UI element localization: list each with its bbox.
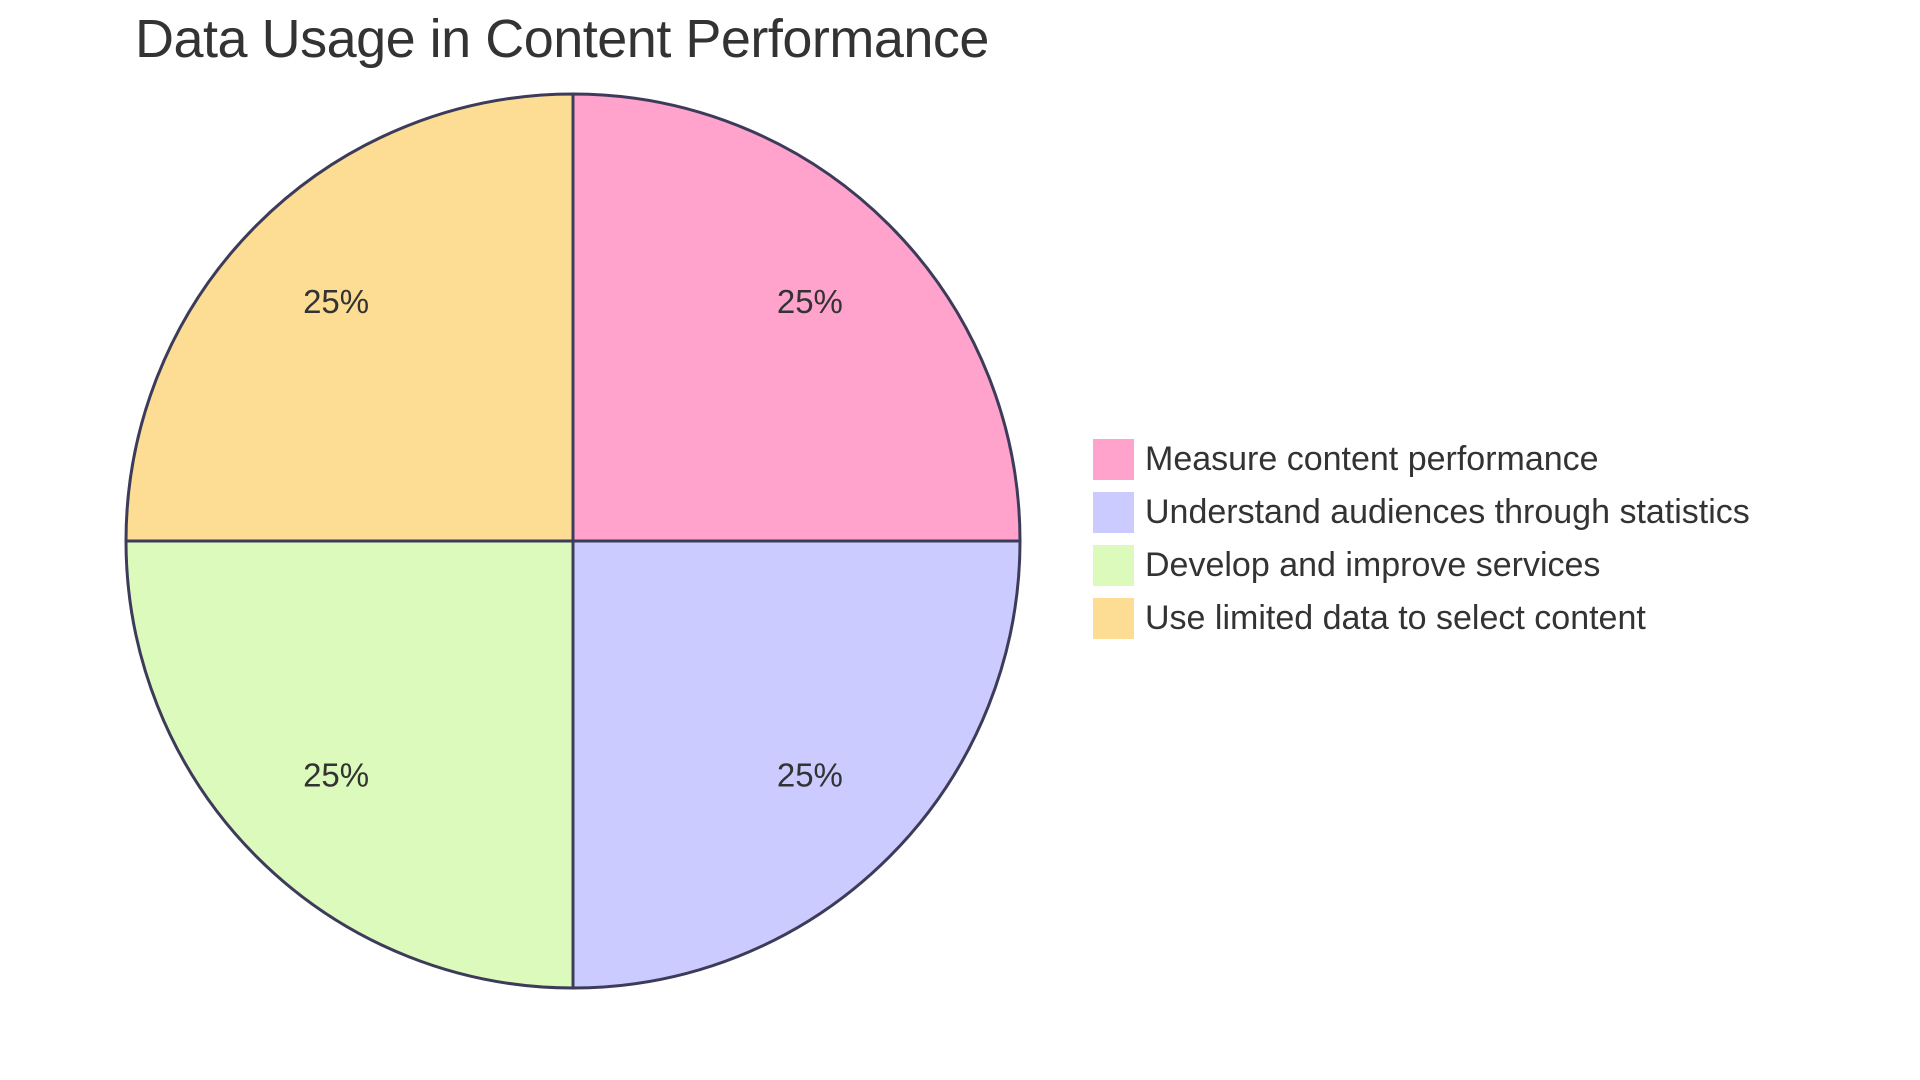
pie-slice [571, 92, 1022, 543]
legend-item: Use limited data to select content [1092, 592, 1750, 645]
slice-percent-label: 25% [303, 757, 369, 794]
legend-swatch [1092, 544, 1135, 587]
pie-labels: 25% 25% 25% 25% [303, 283, 843, 794]
legend-label: Develop and improve services [1145, 546, 1601, 584]
legend-swatch [1092, 491, 1135, 534]
pie-slices [124, 92, 1022, 990]
slice-percent-label: 25% [777, 283, 843, 320]
legend-item: Understand audiences through statistics [1092, 486, 1750, 539]
legend-swatch [1092, 597, 1135, 640]
slice-percent-label: 25% [777, 757, 843, 794]
pie-slice [124, 92, 575, 543]
legend-label: Measure content performance [1145, 440, 1599, 478]
pie-slice [124, 539, 575, 990]
legend-label: Understand audiences through statistics [1145, 493, 1750, 531]
legend-label: Use limited data to select content [1145, 599, 1646, 637]
pie-slice [571, 539, 1022, 990]
legend: Measure content performance Understand au… [1092, 433, 1750, 645]
chart-title: Data Usage in Content Performance [135, 9, 989, 69]
slice-percent-label: 25% [303, 283, 369, 320]
legend-item: Develop and improve services [1092, 539, 1750, 592]
legend-swatch [1092, 438, 1135, 481]
legend-item: Measure content performance [1092, 433, 1750, 486]
